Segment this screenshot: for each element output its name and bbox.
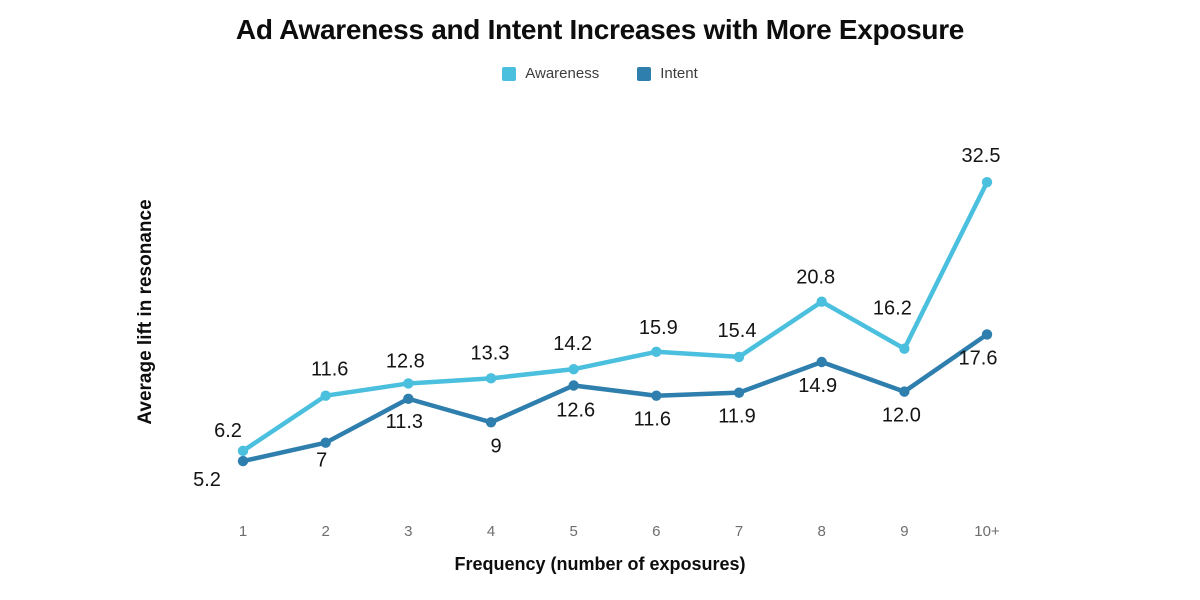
- awareness-point: [981, 177, 993, 188]
- awareness-value-label: 16.2: [873, 298, 912, 320]
- intent-value-label: 5.2: [193, 469, 221, 491]
- intent-point: [981, 329, 993, 340]
- awareness-value-label: 6.2: [214, 420, 242, 442]
- legend-label-intent: Intent: [660, 65, 698, 82]
- awareness-value-label: 15.4: [718, 320, 757, 342]
- intent-point: [403, 393, 414, 404]
- awareness-value-label: 20.8: [796, 267, 835, 289]
- x-tick-label: 8: [818, 523, 826, 540]
- awareness-point: [651, 346, 662, 357]
- intent-value-label: 7: [316, 450, 327, 472]
- intent-point: [485, 417, 497, 428]
- intent-value-label: 11.9: [718, 406, 755, 428]
- x-tick-label: 4: [487, 523, 495, 540]
- intent-point: [651, 390, 662, 401]
- intent-line: [240, 332, 990, 464]
- awareness-value-label: 15.9: [639, 317, 678, 339]
- x-axis-title: Frequency (number of exposures): [454, 554, 746, 574]
- legend-item-awareness: Awareness: [502, 65, 599, 82]
- legend-label-awareness: Awareness: [525, 65, 600, 82]
- x-tick-label: 1: [239, 523, 247, 540]
- intent-point: [320, 437, 331, 448]
- awareness-value-label: 11.6: [311, 359, 348, 381]
- intent-value-label: 14.9: [798, 375, 837, 397]
- awareness-value-label: 13.3: [471, 342, 510, 364]
- x-tick-label: 7: [735, 523, 743, 540]
- legend: Awareness Intent: [0, 65, 1200, 82]
- intent-value-label: 11.6: [634, 409, 671, 431]
- awareness-point: [320, 390, 331, 401]
- intent-point: [816, 356, 827, 368]
- awareness-point: [403, 378, 414, 389]
- chart-title: Ad Awareness and Intent Increases with M…: [235, 14, 965, 45]
- intent-point: [899, 386, 910, 397]
- x-tick-label: 10+: [974, 523, 1000, 540]
- awareness-point: [816, 296, 827, 307]
- awareness-point: [568, 363, 579, 375]
- awareness-value-label: 14.2: [553, 333, 592, 355]
- intent-value-label: 12.6: [556, 399, 595, 421]
- awareness-point: [733, 351, 745, 363]
- intent-value-label: 9: [490, 435, 501, 457]
- intent-value-label: 11.3: [386, 411, 423, 433]
- legend-item-intent: Intent: [637, 65, 698, 82]
- intent-value-label: 12.0: [882, 405, 921, 427]
- x-tick-label: 9: [900, 523, 908, 540]
- x-tick-label: 2: [321, 523, 329, 540]
- intent-point: [237, 455, 249, 467]
- intent-swatch-icon: [637, 66, 652, 81]
- awareness-swatch-icon: [502, 66, 517, 81]
- awareness-point: [237, 445, 249, 457]
- intent-value-label: 17.6: [959, 347, 998, 369]
- x-tick-label: 3: [404, 523, 412, 540]
- intent-point: [568, 380, 579, 391]
- awareness-point: [485, 373, 497, 384]
- awareness-value-label: 12.8: [386, 350, 425, 372]
- awareness-value-label: 32.5: [962, 145, 1001, 167]
- awareness-line: [240, 179, 990, 454]
- x-tick-label: 6: [652, 523, 660, 540]
- intent-point: [733, 387, 745, 398]
- awareness-point: [899, 343, 910, 354]
- x-tick-label: 5: [570, 523, 578, 540]
